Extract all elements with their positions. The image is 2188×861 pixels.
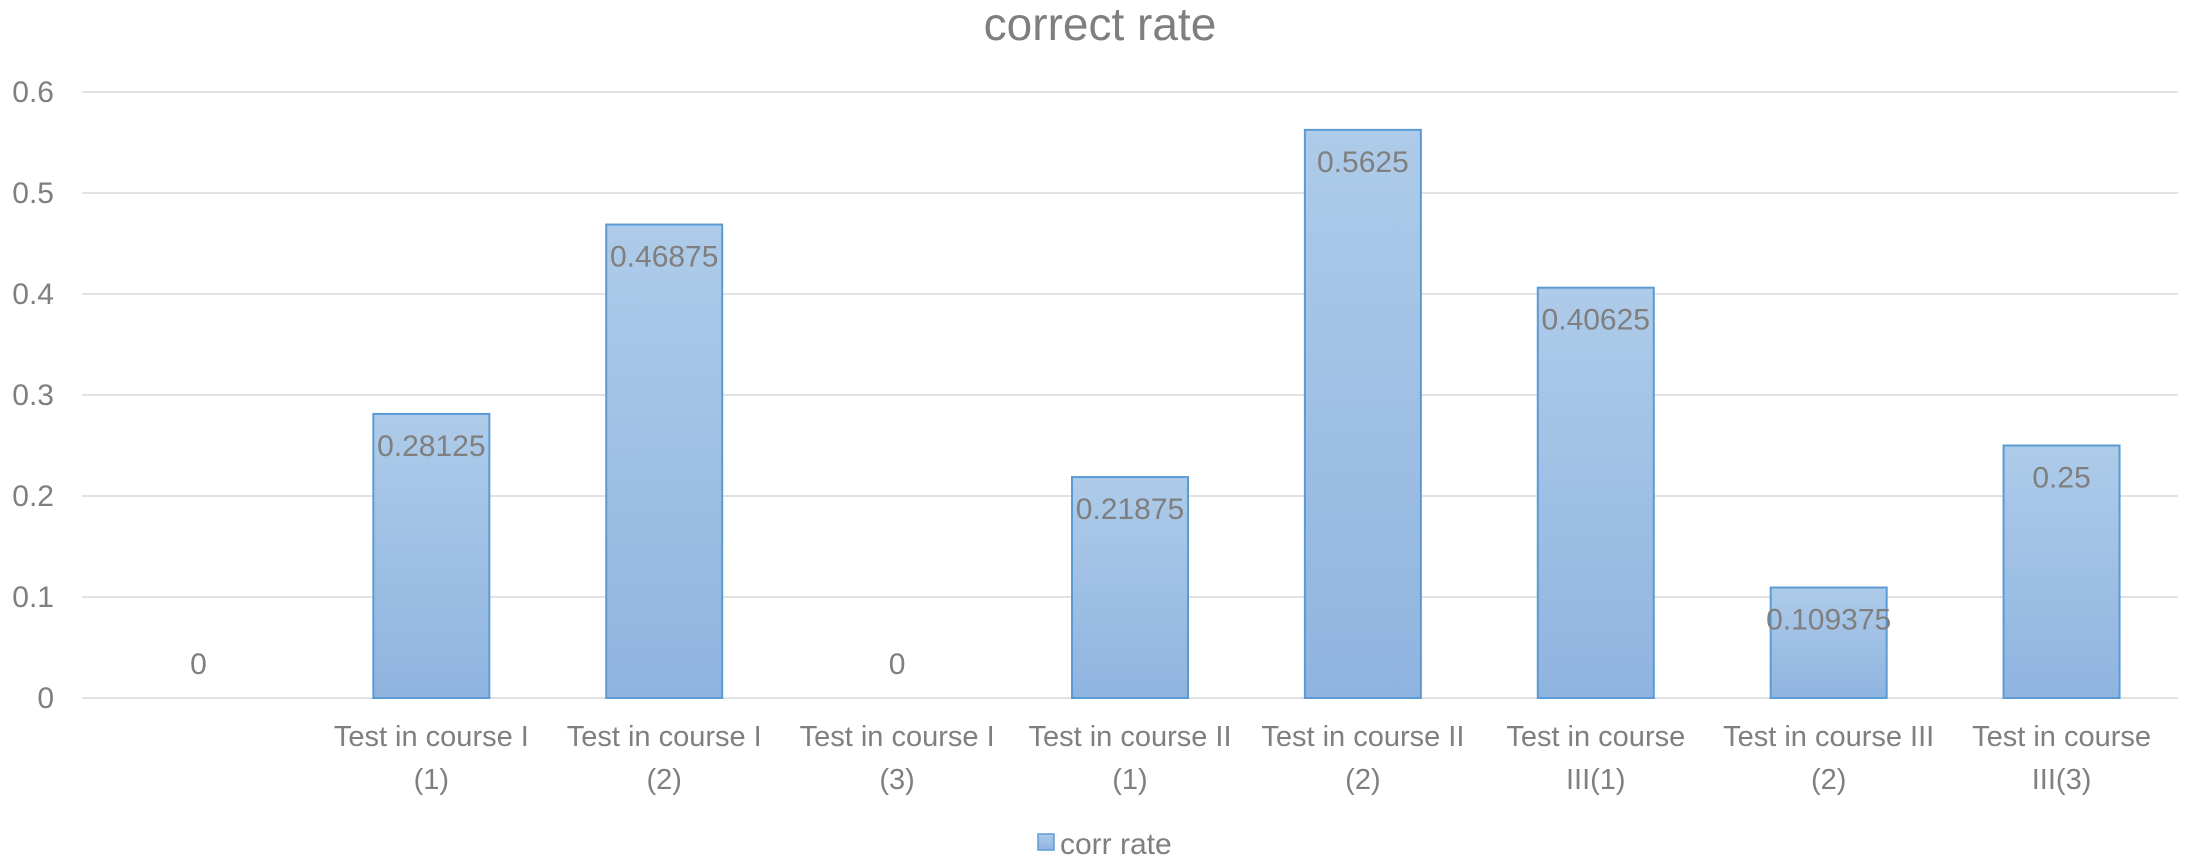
x-tick-label: (2)	[1345, 764, 1380, 796]
x-tick-label: Test in course II	[1261, 721, 1464, 753]
bar	[1769, 586, 1888, 699]
data-label: 0.21875	[1076, 493, 1184, 526]
data-label: 0	[889, 648, 906, 681]
x-tick-label: (1)	[414, 764, 449, 796]
x-tick-label: Test in course I	[567, 721, 762, 753]
y-tick-label: 0	[37, 682, 54, 715]
data-label: 0.109375	[1766, 604, 1891, 637]
data-label: 0.5625	[1317, 146, 1409, 179]
x-tick-label: Test in course I	[334, 721, 529, 753]
data-label: 0.28125	[377, 430, 485, 463]
x-tick-label: Test in course I	[800, 721, 995, 753]
bar	[2002, 444, 2121, 699]
legend: corr rate	[1037, 828, 1172, 861]
x-tick-label: Test in course	[1972, 721, 2151, 753]
y-axis-ticks: 0 0.1 0.2 0.3 0.4 0.5 0.6	[12, 76, 54, 715]
data-label: 0.40625	[1542, 304, 1650, 337]
bar	[1536, 286, 1655, 699]
chart-title: correct rate	[984, 0, 1217, 50]
y-tick-label: 0.3	[12, 379, 54, 412]
y-tick-label: 0.2	[12, 480, 54, 513]
y-tick-label: 0.4	[12, 278, 54, 311]
data-label: 0.46875	[610, 241, 718, 274]
x-tick-label: (2)	[646, 764, 681, 796]
bar	[1303, 128, 1422, 699]
data-labels: 0 0.28125 0.46875 0 0.21875 0.5625 0.40625 0.10…	[190, 146, 2091, 681]
x-tick-label: III(1)	[1566, 764, 1626, 796]
bar	[605, 223, 724, 699]
y-tick-label: 0.6	[12, 76, 54, 109]
data-label: 0	[190, 648, 207, 681]
bar	[372, 412, 491, 699]
legend-label: corr rate	[1060, 828, 1172, 861]
x-tick-label: (3)	[879, 764, 914, 796]
bar	[1071, 476, 1189, 699]
x-tick-label: (2)	[1811, 764, 1846, 796]
x-tick-label: (1)	[1112, 764, 1147, 796]
legend-swatch	[1037, 833, 1055, 851]
x-tick-label: Test in course	[1506, 721, 1685, 753]
x-axis-ticks: Test in course I (1) Test in course I (2) Te…	[334, 721, 2151, 796]
x-tick-label: III(3)	[2032, 764, 2092, 796]
data-label: 0.25	[2032, 462, 2090, 495]
y-tick-label: 0.5	[12, 177, 54, 210]
x-tick-label: Test in course III	[1723, 721, 1934, 753]
y-tick-label: 0.1	[12, 581, 54, 614]
x-tick-label: Test in course II	[1028, 721, 1231, 753]
bars	[372, 128, 2121, 699]
